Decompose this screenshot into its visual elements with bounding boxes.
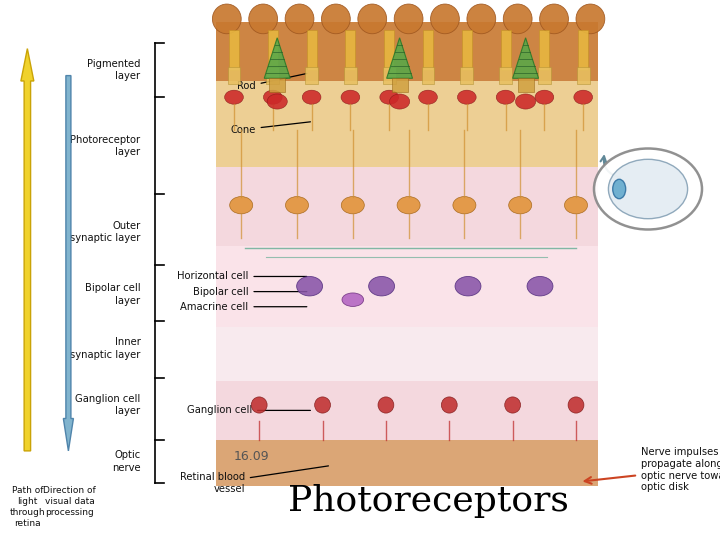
Ellipse shape (431, 4, 459, 33)
Circle shape (564, 197, 588, 214)
Circle shape (608, 159, 688, 219)
Bar (384, 30, 395, 70)
Ellipse shape (251, 397, 267, 413)
Polygon shape (216, 246, 598, 327)
Bar (305, 68, 318, 84)
Ellipse shape (394, 4, 423, 33)
Circle shape (230, 197, 253, 214)
Text: Photoreceptor
layer: Photoreceptor layer (71, 134, 140, 157)
Circle shape (516, 94, 536, 109)
Bar (421, 68, 434, 84)
Circle shape (535, 90, 554, 104)
Ellipse shape (467, 4, 495, 33)
Ellipse shape (539, 4, 568, 33)
Circle shape (418, 90, 437, 104)
Bar (518, 78, 534, 92)
Bar (266, 68, 279, 84)
Ellipse shape (568, 397, 584, 413)
Text: Ganglion cell
layer: Ganglion cell layer (75, 394, 140, 416)
Ellipse shape (249, 4, 277, 33)
Text: Direction of
visual data
processing: Direction of visual data processing (43, 486, 96, 517)
Text: Optic
nerve: Optic nerve (112, 450, 140, 473)
Text: Pigmented
layer: Pigmented layer (87, 59, 140, 82)
Circle shape (285, 197, 308, 214)
Circle shape (455, 276, 481, 296)
Ellipse shape (378, 397, 394, 413)
Polygon shape (264, 38, 290, 78)
Bar (538, 68, 551, 84)
Circle shape (341, 197, 364, 214)
Polygon shape (216, 22, 598, 81)
Circle shape (297, 276, 323, 296)
Text: Inner
synaptic layer: Inner synaptic layer (70, 337, 140, 360)
Bar (577, 68, 590, 84)
Bar (499, 68, 512, 84)
Text: Ganglion cell: Ganglion cell (186, 406, 310, 415)
Polygon shape (387, 38, 413, 78)
Circle shape (496, 90, 515, 104)
Circle shape (341, 90, 360, 104)
Bar (383, 68, 396, 84)
Ellipse shape (358, 4, 387, 33)
Bar (346, 30, 356, 70)
Bar (423, 30, 433, 70)
Bar (500, 30, 510, 70)
Polygon shape (63, 76, 73, 451)
Text: Photoreceptors: Photoreceptors (288, 484, 569, 518)
Circle shape (527, 276, 553, 296)
Bar (539, 30, 549, 70)
Ellipse shape (212, 4, 241, 33)
Circle shape (380, 90, 399, 104)
Text: Rod: Rod (237, 73, 307, 91)
Bar (460, 68, 473, 84)
Text: Cone: Cone (230, 122, 310, 134)
Text: Horizontal cell: Horizontal cell (177, 272, 307, 281)
Ellipse shape (505, 397, 521, 413)
Polygon shape (513, 38, 539, 78)
Polygon shape (216, 327, 598, 381)
Circle shape (509, 197, 531, 214)
Ellipse shape (342, 293, 364, 306)
Bar (344, 68, 357, 84)
Text: Path of
light
through
retina: Path of light through retina (9, 486, 45, 528)
Polygon shape (216, 81, 598, 167)
Bar (307, 30, 317, 70)
Bar (268, 30, 278, 70)
Polygon shape (216, 381, 598, 440)
Circle shape (302, 90, 321, 104)
Circle shape (574, 90, 593, 104)
Polygon shape (216, 167, 598, 246)
Circle shape (225, 90, 243, 104)
Circle shape (369, 276, 395, 296)
Bar (392, 78, 408, 92)
Bar (578, 30, 588, 70)
Bar (228, 68, 240, 84)
Bar (229, 30, 239, 70)
Text: Amacrine cell: Amacrine cell (180, 302, 307, 312)
Text: 16.09: 16.09 (234, 450, 269, 463)
Ellipse shape (285, 4, 314, 33)
Circle shape (397, 197, 420, 214)
Circle shape (594, 148, 702, 230)
Text: Bipolar cell: Bipolar cell (193, 287, 307, 296)
Text: Nerve impulses
propagate along
optic nerve toward
optic disk: Nerve impulses propagate along optic ner… (585, 448, 720, 492)
Circle shape (453, 197, 476, 214)
Circle shape (264, 90, 282, 104)
Polygon shape (216, 440, 598, 486)
Ellipse shape (315, 397, 330, 413)
Ellipse shape (322, 4, 350, 33)
Circle shape (390, 94, 410, 109)
Polygon shape (21, 49, 34, 451)
Ellipse shape (613, 179, 626, 199)
Ellipse shape (503, 4, 532, 33)
Ellipse shape (441, 397, 457, 413)
Text: Outer
synaptic layer: Outer synaptic layer (70, 221, 140, 244)
Text: Retinal blood
vessel: Retinal blood vessel (179, 466, 328, 494)
Text: Bipolar cell
layer: Bipolar cell layer (85, 283, 140, 306)
Bar (269, 78, 285, 92)
Circle shape (267, 94, 287, 109)
Ellipse shape (576, 4, 605, 33)
Bar (462, 30, 472, 70)
Circle shape (457, 90, 476, 104)
